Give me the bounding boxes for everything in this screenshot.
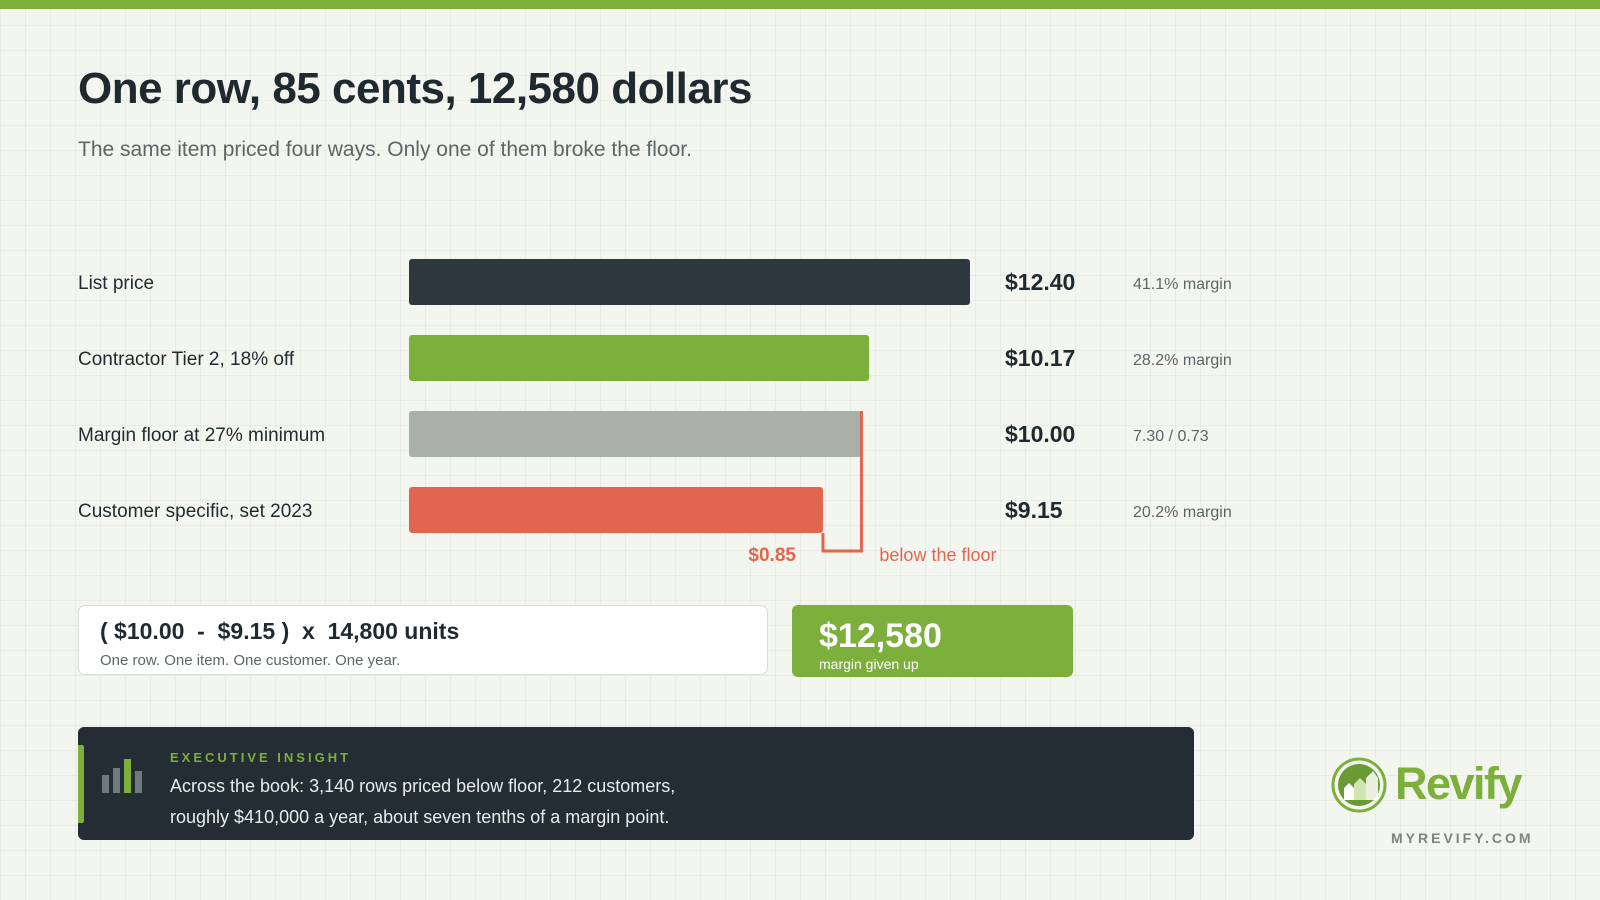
margin-note: 20.2% margin	[1133, 504, 1232, 521]
revify-logo-icon	[1331, 757, 1387, 813]
formula-expression: ( $10.00 - $9.15 ) x 14,800 units	[100, 618, 460, 644]
margin-note: 41.1% margin	[1133, 276, 1232, 293]
page-subtitle: The same item priced four ways. Only one…	[78, 138, 692, 161]
margin-note: 28.2% margin	[1133, 352, 1232, 369]
brand-name: Revify	[1395, 758, 1523, 809]
bar	[409, 259, 970, 305]
insight-text: Across the book: 3,140 rows priced below…	[170, 771, 890, 833]
formula-box: ( $10.00 - $9.15 ) x 14,800 units One ro…	[78, 605, 768, 675]
brand-url: MYREVIFY.COM	[1391, 830, 1534, 846]
floor-gap-bracket	[821, 411, 863, 553]
result-box: $12,580 margin given up	[792, 605, 1073, 677]
gap-value-label: $0.85	[748, 545, 796, 566]
insight-line-2: roughly $410,000 a year, about seven ten…	[170, 807, 670, 827]
formula-caption: One row. One item. One customer. One yea…	[100, 652, 401, 669]
margin-note: 7.30 / 0.73	[1133, 428, 1209, 445]
category-label: Margin floor at 27% minimum	[78, 425, 325, 446]
insight-eyebrow: EXECUTIVE INSIGHT	[170, 750, 352, 765]
category-label: Contractor Tier 2, 18% off	[78, 349, 295, 370]
value-label: $12.40	[1005, 269, 1075, 295]
insight-line-1: Across the book: 3,140 rows priced below…	[170, 776, 676, 796]
result-value: $12,580	[819, 617, 942, 655]
value-label: $10.00	[1005, 421, 1075, 447]
bar	[409, 411, 862, 457]
gap-caption: below the floor	[879, 545, 996, 565]
bar	[409, 335, 870, 381]
category-label: List price	[78, 273, 154, 294]
bar	[409, 487, 823, 533]
category-label: Customer specific, set 2023	[78, 501, 312, 522]
bar-chart-icon	[102, 759, 142, 793]
value-label: $9.15	[1005, 497, 1063, 523]
insight-accent-stripe	[78, 745, 84, 823]
result-label: margin given up	[819, 656, 919, 672]
executive-insight-panel: EXECUTIVE INSIGHT Across the book: 3,140…	[78, 727, 1194, 840]
price-comparison-chart: List price $12.40 41.1% margin Contractor T…	[78, 259, 1232, 566]
top-accent-bar	[0, 0, 1600, 9]
page-title: One row, 85 cents, 12,580 dollars	[78, 64, 752, 113]
value-label: $10.17	[1005, 345, 1075, 371]
